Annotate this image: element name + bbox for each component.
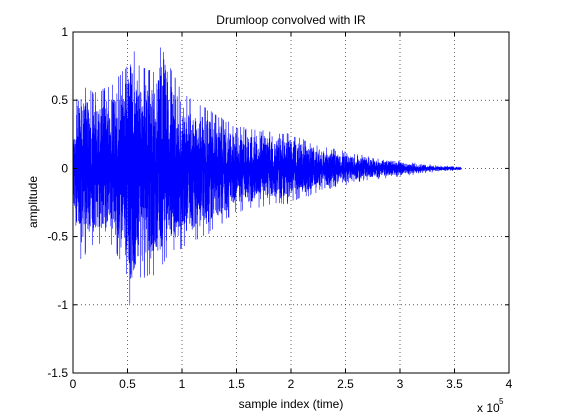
x-tick-label: 0.5 <box>119 377 136 391</box>
x-axis-label: sample index (time) <box>239 397 344 411</box>
y-tick-label: 0 <box>61 161 68 175</box>
x-tick-label: 4 <box>506 377 513 391</box>
y-tick-label: 0.5 <box>51 93 68 107</box>
x-exponent-base: x 10 <box>477 401 500 415</box>
y-tick-label: -1 <box>57 298 68 312</box>
y-tick-label: 1 <box>61 25 68 39</box>
signal-line <box>73 47 462 304</box>
y-axis-label: amplitude <box>26 176 40 228</box>
x-tick-label: 2.5 <box>337 377 354 391</box>
x-tick-labels: 0 0.5 1 1.5 2 2.5 3 3.5 4 <box>70 377 513 391</box>
x-tick-label: 2 <box>288 377 295 391</box>
ticks <box>72 31 510 374</box>
y-tick-labels: -1.5 -1 -0.5 0 0.5 1 <box>47 25 68 380</box>
y-tick-label: -0.5 <box>47 230 68 244</box>
y-tick-label: -1.5 <box>47 366 68 380</box>
x-exponent-power: 5 <box>499 397 504 406</box>
x-tick-label: 1 <box>179 377 186 391</box>
chart-title: Drumloop convolved with IR <box>216 13 366 27</box>
x-tick-label: 0 <box>70 377 77 391</box>
x-tick-label: 1.5 <box>228 377 245 391</box>
x-tick-label: 3.5 <box>446 377 463 391</box>
signal-group <box>73 47 462 304</box>
x-tick-label: 3 <box>397 377 404 391</box>
